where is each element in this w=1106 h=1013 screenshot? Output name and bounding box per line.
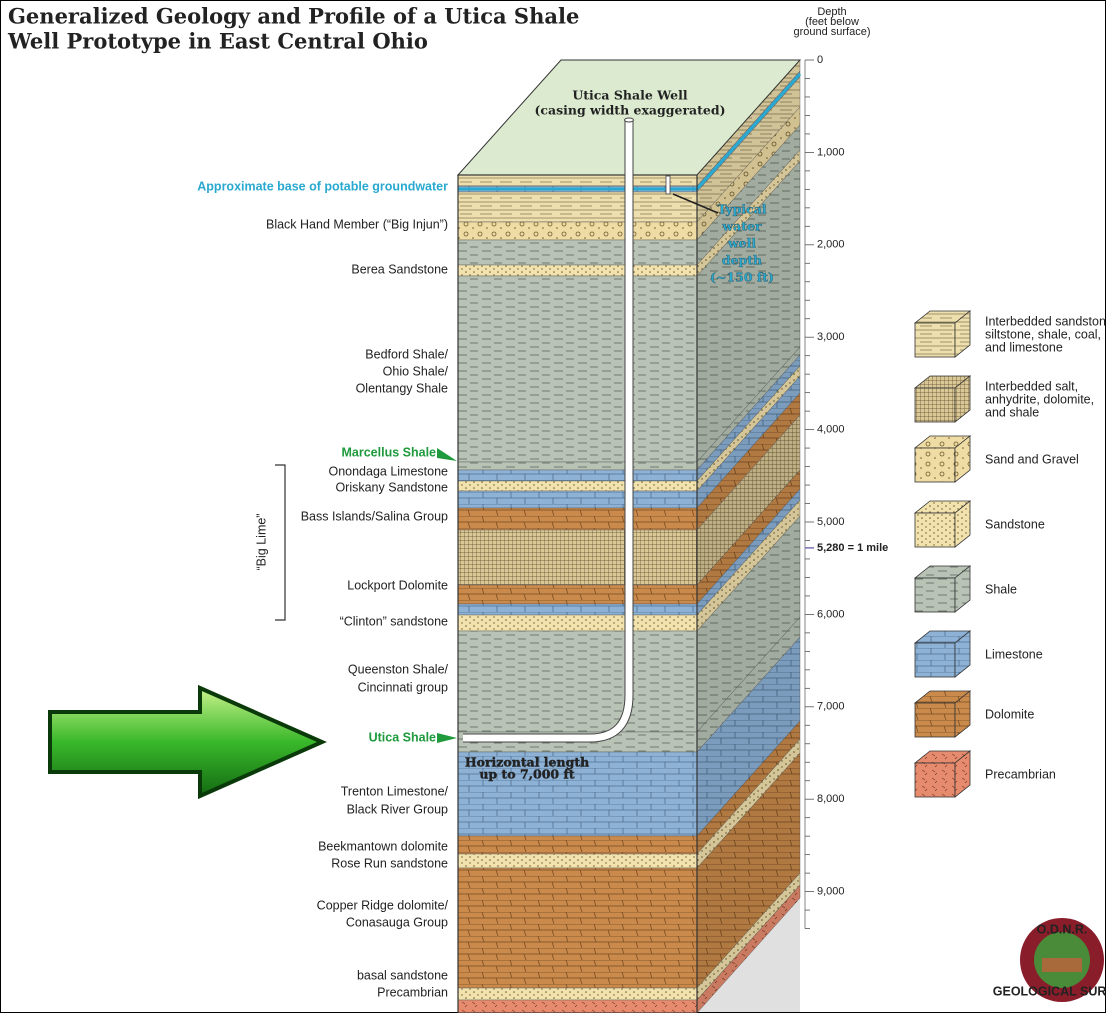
legend-swatch [915, 323, 955, 357]
rock-layer [458, 276, 697, 462]
rock-layer [458, 585, 697, 604]
rock-layer [458, 470, 697, 481]
logo-name: O.D.N.R. [1037, 922, 1088, 936]
depth-label: 6,000 [817, 608, 845, 620]
rock-layer [458, 508, 697, 530]
water-well [666, 176, 670, 194]
formation-label: Marcellus Shale [342, 445, 437, 459]
formation-label: Olentangy Shale [356, 381, 448, 395]
legend-label: Dolomite [985, 707, 1034, 721]
formation-label: basal sandstone [357, 968, 448, 982]
legend-label: Limestone [985, 647, 1043, 661]
formation-label: Black River Group [347, 802, 448, 816]
formation-label: Onondaga Limestone [328, 464, 448, 478]
formation-label: Copper Ridge dolomite/ [317, 898, 449, 912]
formation-label: Conasauga Group [346, 915, 448, 929]
water-well-label: water [721, 219, 762, 234]
rock-layer [458, 222, 697, 240]
legend-label: anhydrite, dolomite, [985, 392, 1094, 406]
formation-label: Bedford Shale/ [365, 347, 448, 361]
formation-label: Cincinnati group [358, 680, 448, 694]
depth-label: 2,000 [817, 239, 845, 251]
legend-label: and limestone [985, 340, 1063, 354]
well-subtitle: (casing width exaggerated) [534, 103, 725, 118]
formation-label: “Clinton” sandstone [340, 614, 448, 628]
depth-label: 3,000 [817, 331, 845, 343]
title: Well Prototype in East Central Ohio [7, 29, 428, 54]
rock-layer [458, 615, 697, 631]
formation-label: Oriskany Sandstone [335, 480, 448, 494]
depth-label: 1,000 [817, 146, 845, 158]
rock-layer [458, 836, 697, 854]
page: Generalized Geology and Profile of a Uti… [0, 0, 1106, 1013]
water-well-label: Typical [717, 202, 766, 217]
legend-label: and shale [985, 405, 1039, 419]
mile-label: 5,280 = 1 mile [817, 542, 888, 554]
rock-layer [458, 481, 697, 491]
logo-strata [1042, 958, 1082, 972]
legend-label: Precambrian [985, 767, 1056, 781]
logo-survey: GEOLOGICAL SURVEY [993, 984, 1106, 998]
legend-swatch [915, 513, 955, 547]
rock-layer [458, 265, 697, 276]
formation-label: Bass Islands/Salina Group [301, 509, 448, 523]
well-top [625, 118, 634, 122]
depth-label: 9,000 [817, 886, 845, 898]
legend-label: siltstone, shale, coal, [985, 327, 1101, 341]
rock-layer [458, 631, 697, 732]
depth-label: 8,000 [817, 793, 845, 805]
title: Generalized Geology and Profile of a Uti… [8, 4, 579, 29]
formation-label: Rose Run sandstone [331, 856, 448, 870]
legend-swatch [915, 763, 955, 797]
depth-label: 7,000 [817, 701, 845, 713]
depth-label: 5,000 [817, 516, 845, 528]
formation-label: Queenston Shale/ [348, 662, 449, 676]
horizontal-label: up to 7,000 ft [479, 767, 575, 782]
water-well-label: (~150 ft) [710, 270, 774, 285]
legend-swatch [915, 703, 955, 737]
formation-label: Berea Sandstone [351, 262, 448, 276]
rock-layer [458, 530, 697, 585]
depth-label: 4,000 [817, 424, 845, 436]
rock-layer [458, 462, 697, 470]
legend-swatch [915, 448, 955, 482]
rock-layer [458, 240, 697, 265]
water-well-label: depth [722, 253, 762, 268]
depth-label: 0 [817, 54, 823, 66]
formation-label: Ohio Shale/ [383, 364, 449, 378]
legend-swatch [915, 643, 955, 677]
formation-label: Trenton Limestone/ [341, 784, 449, 798]
formation-label: Precambrian [377, 985, 448, 999]
groundwater-label: Approximate base of potable groundwater [197, 179, 448, 193]
rock-layer [458, 988, 697, 1000]
rock-layer [458, 868, 697, 988]
formation-label: Lockport Dolomite [347, 578, 448, 592]
water-well-label: well [727, 236, 756, 251]
big-lime-label: “Big Lime” [254, 514, 268, 571]
depth-header: ground surface) [793, 26, 870, 38]
well-title: Utica Shale Well [572, 88, 687, 103]
legend-label: Shale [985, 582, 1017, 596]
rock-layer [458, 604, 697, 615]
legend-label: Sand and Gravel [985, 452, 1079, 466]
rock-layer [458, 192, 697, 222]
legend-swatch [915, 578, 955, 612]
legend-label: Interbedded sandstone, [985, 314, 1106, 328]
rock-layer [458, 175, 697, 186]
rock-layer [458, 854, 697, 868]
rock-layer [458, 491, 697, 508]
legend-label: Interbedded salt, [985, 379, 1078, 393]
formation-label: Beekmantown dolomite [318, 839, 448, 853]
formation-label: Black Hand Member (“Big Injun”) [266, 217, 448, 231]
legend-label: Sandstone [985, 517, 1045, 531]
legend-swatch [915, 388, 955, 422]
rock-layer [458, 1000, 697, 1013]
formation-label: Utica Shale [369, 730, 436, 744]
